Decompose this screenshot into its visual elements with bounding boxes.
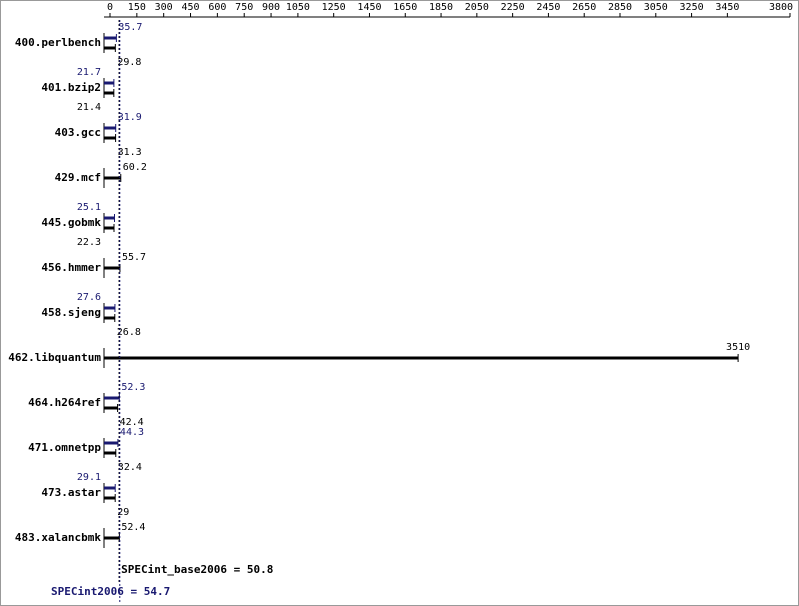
category-label: 401.bzip2 <box>41 81 101 94</box>
x-tick-label: 3450 <box>715 2 739 13</box>
x-tick-label: 2450 <box>536 2 560 13</box>
x-tick-label: 1850 <box>429 2 453 13</box>
x-tick-label: 3050 <box>644 2 668 13</box>
value-label: 27.6 <box>77 292 101 303</box>
x-tick-label: 450 <box>181 2 199 13</box>
value-label: 42.4 <box>120 417 144 428</box>
category-label: 403.gcc <box>55 126 101 139</box>
value-label: 55.7 <box>122 252 146 263</box>
mean-label: SPECint_base2006 = 50.8 <box>121 563 273 576</box>
value-label: 52.4 <box>121 522 145 533</box>
mean-label: SPECint2006 = 54.7 <box>51 585 170 598</box>
x-tick-label: 2650 <box>572 2 596 13</box>
x-tick-label: 600 <box>208 2 226 13</box>
category-label: 464.h264ref <box>28 396 101 409</box>
value-label: 29 <box>117 507 129 518</box>
value-label: 21.4 <box>77 102 101 113</box>
category-label: 462.libquantum <box>8 351 101 364</box>
x-tick-label: 2850 <box>608 2 632 13</box>
category-label: 471.omnetpp <box>28 441 101 454</box>
category-label: 445.gobmk <box>41 216 101 229</box>
x-tick-label: 1050 <box>286 2 310 13</box>
value-label: 60.2 <box>123 162 147 173</box>
value-label: 29.8 <box>117 57 141 68</box>
value-label: 31.3 <box>118 147 142 158</box>
category-label: 473.astar <box>41 486 101 499</box>
value-label: 35.7 <box>118 22 142 33</box>
x-tick-label: 0 <box>107 2 113 13</box>
x-tick-label: 1650 <box>393 2 417 13</box>
x-tick-label: 3250 <box>680 2 704 13</box>
x-tick-label: 300 <box>155 2 173 13</box>
category-label: 483.xalancbmk <box>15 531 101 544</box>
category-label: 458.sjeng <box>41 306 101 319</box>
x-tick-label: 2250 <box>501 2 525 13</box>
x-tick-label: 750 <box>235 2 253 13</box>
x-tick-label: 2050 <box>465 2 489 13</box>
value-label: 26.8 <box>117 327 141 338</box>
value-label: 29.1 <box>77 472 101 483</box>
category-label: 429.mcf <box>55 171 101 184</box>
value-label: 44.3 <box>120 427 144 438</box>
x-tick-label: 1450 <box>357 2 381 13</box>
value-label: 25.1 <box>77 202 101 213</box>
category-label: 456.hmmer <box>41 261 101 274</box>
category-label: 400.perlbench <box>15 36 101 49</box>
x-tick-label: 150 <box>128 2 146 13</box>
x-tick-label: 900 <box>262 2 280 13</box>
x-tick-label: 1250 <box>322 2 346 13</box>
value-label: 31.9 <box>118 112 142 123</box>
value-label: 21.7 <box>77 67 101 78</box>
x-tick-label: 3800 <box>769 2 793 13</box>
value-label: 52.3 <box>121 382 145 393</box>
value-label: 32.4 <box>118 462 142 473</box>
value-label: 3510 <box>726 342 750 353</box>
value-label: 22.3 <box>77 237 101 248</box>
